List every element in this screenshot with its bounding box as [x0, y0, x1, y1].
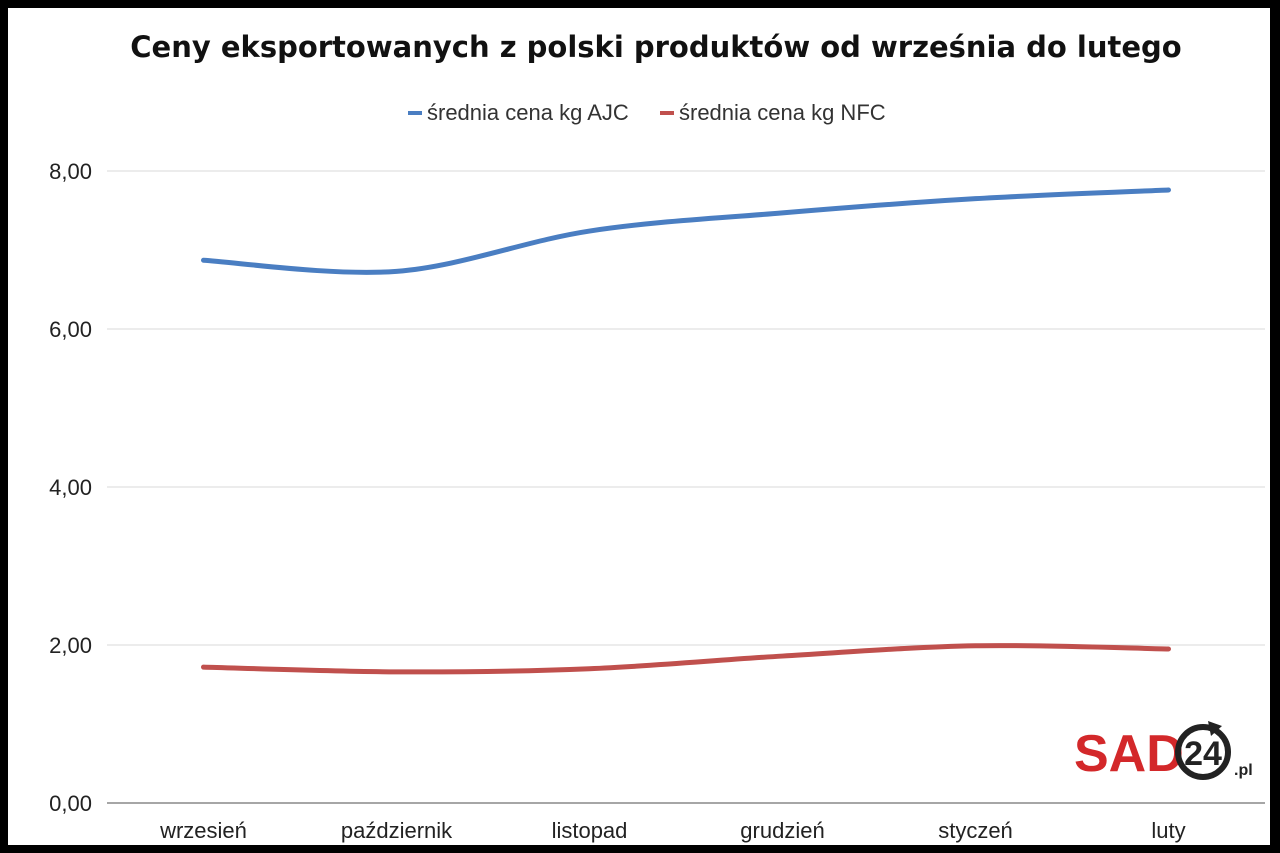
- x-tick-label: luty: [1151, 818, 1185, 843]
- x-tick-label: wrzesień: [159, 818, 247, 843]
- logo-circle-arrow-icon: [1175, 724, 1231, 780]
- series-line-0: [201, 187, 1171, 275]
- legend: średnia cena kg AJC średnia cena kg NFC: [408, 100, 886, 125]
- logo-text-sad: SAD: [1074, 725, 1184, 783]
- y-tick-label: 8,00: [49, 159, 92, 184]
- legend-label: średnia cena kg NFC: [679, 100, 886, 125]
- series-line-1: [201, 643, 1171, 675]
- x-tick-label: styczeń: [938, 818, 1013, 843]
- sad24-logo: SAD 24 .pl: [1074, 721, 1253, 783]
- y-tick-label: 2,00: [49, 633, 92, 658]
- x-tick-label: październik: [341, 818, 453, 843]
- y-tick-label: 6,00: [49, 317, 92, 342]
- chart-frame: Ceny eksportowanych z polski produktów o…: [8, 8, 1270, 845]
- chart-title: Ceny eksportowanych z polski produktów o…: [130, 30, 1181, 64]
- y-tick-label: 4,00: [49, 475, 92, 500]
- y-tick-label: 0,00: [49, 791, 92, 816]
- x-tick-label: grudzień: [740, 818, 824, 843]
- logo-text-24: 24: [1184, 735, 1222, 773]
- logo-text-pl: .pl: [1234, 762, 1253, 779]
- x-tick-label: listopad: [552, 818, 628, 843]
- legend-label: średnia cena kg AJC: [427, 100, 629, 125]
